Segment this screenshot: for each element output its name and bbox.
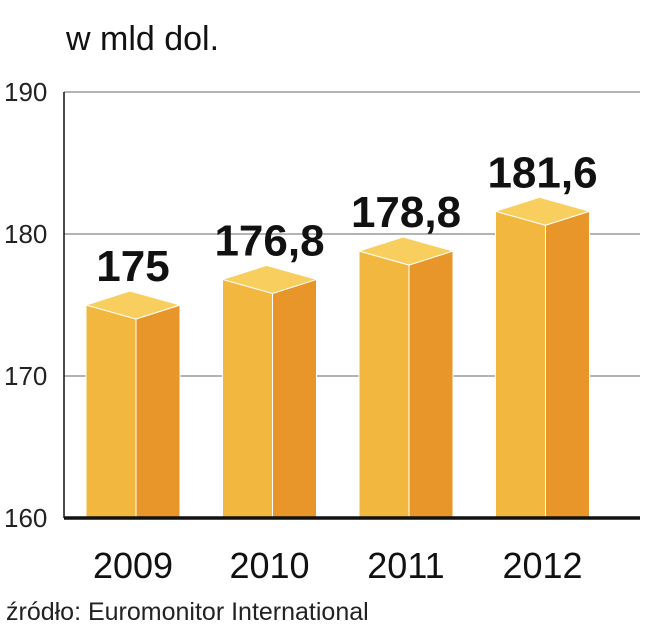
bar-top-face <box>357 236 455 266</box>
bar-value-label: 176,8 <box>214 216 324 265</box>
bar-side-face <box>545 210 590 519</box>
bar-side-face <box>272 278 317 519</box>
bar-top-face <box>493 196 592 226</box>
y-tick-label: 160 <box>4 503 47 533</box>
x-category-label: 2009 <box>93 545 173 586</box>
x-category-label: 2012 <box>502 545 582 586</box>
bar-front-face <box>85 304 137 519</box>
x-axis-labels: 2009 2010 2011 2012 <box>93 545 583 586</box>
bar-top-face <box>220 264 319 294</box>
bar-top-face <box>84 290 182 320</box>
source-note: źródło: Euromonitor International <box>6 598 369 626</box>
bar-front-face <box>495 210 546 519</box>
bar-2012 <box>493 196 592 519</box>
bar-side-face <box>135 304 181 519</box>
bar-2011 <box>357 236 455 519</box>
bar-value-label: 181,6 <box>487 148 597 197</box>
value-labels: 175 176,8 178,8 181,6 <box>96 148 597 291</box>
unit-label: w mld dol. <box>66 20 220 58</box>
bar-front-face <box>222 278 273 519</box>
bar-value-label: 175 <box>96 242 169 291</box>
bar-front-face <box>358 250 410 519</box>
y-axis-ticks: 160 170 180 190 <box>4 77 47 533</box>
bar-side-face <box>408 250 454 519</box>
bar-2010 <box>220 264 319 519</box>
x-category-label: 2010 <box>229 545 309 586</box>
bar-value-label: 178,8 <box>351 188 461 237</box>
y-tick-label: 190 <box>4 77 47 107</box>
y-tick-label: 170 <box>4 361 47 391</box>
bar-2009 <box>84 290 182 519</box>
y-tick-label: 180 <box>4 219 47 249</box>
x-category-label: 2011 <box>367 545 444 586</box>
